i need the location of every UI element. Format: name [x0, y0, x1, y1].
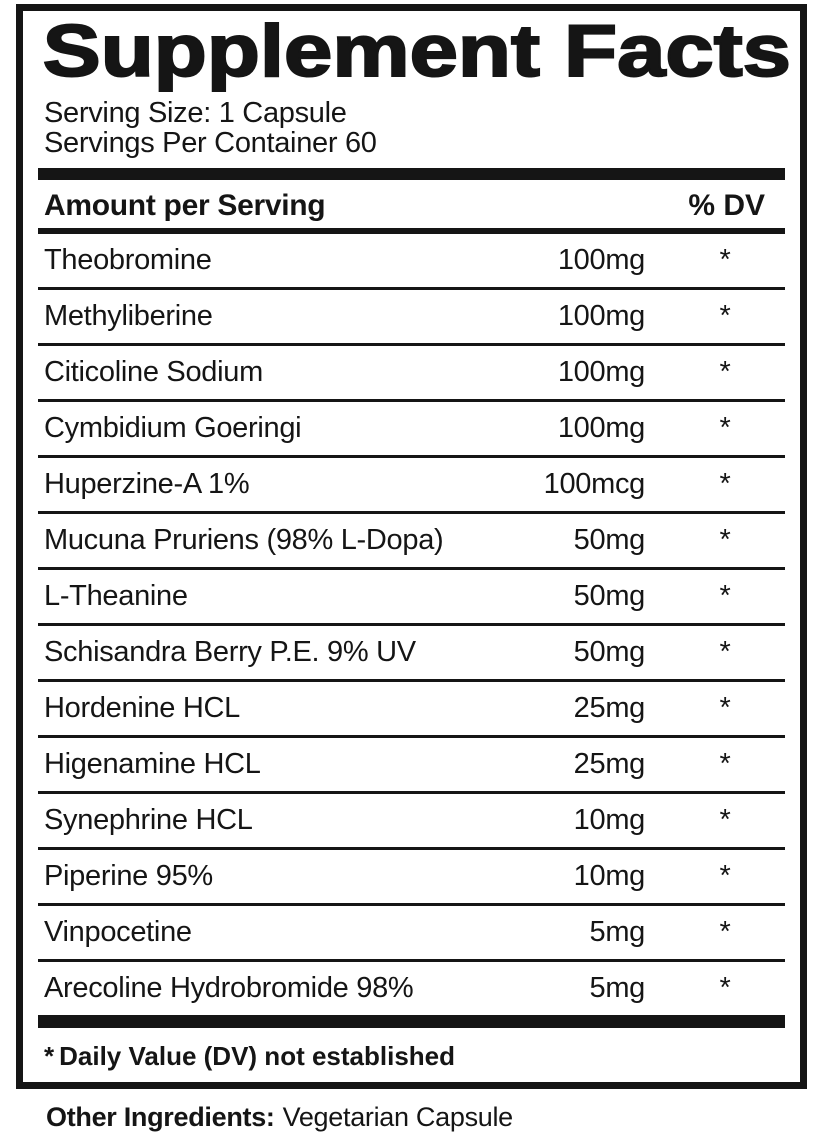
table-row: Higenamine HCL 25mg *: [38, 735, 785, 791]
ingredient-dv-asterisk: *: [719, 804, 731, 836]
table-row: Methyliberine 100mg *: [38, 287, 785, 343]
daily-value-footnote: * Daily Value (DV) not established: [38, 1028, 785, 1071]
table-row: Huperzine-A 1% 100mcg *: [38, 455, 785, 511]
table-row: Citicoline Sodium 100mg *: [38, 343, 785, 399]
ingredient-amount: 10mg: [573, 804, 646, 836]
amount-per-serving-header: Amount per Serving: [44, 189, 326, 222]
ingredient-name: Schisandra Berry P.E. 9% UV: [44, 636, 416, 668]
supplement-facts-panel: Supplement Facts Serving Size: 1 Capsule…: [16, 4, 807, 1089]
ingredient-dv-asterisk: *: [719, 916, 731, 948]
table-row: Theobromine 100mg *: [38, 234, 785, 287]
ingredient-amount: 25mg: [573, 748, 646, 780]
panel-title: Supplement Facts: [42, 11, 793, 92]
ingredient-amount: 100mg: [557, 244, 645, 276]
other-ingredients-label: Other Ingredients:: [46, 1102, 275, 1132]
table-row: Hordenine HCL 25mg *: [38, 679, 785, 735]
ingredient-amount: 5mg: [589, 916, 645, 948]
ingredient-dv-asterisk: *: [719, 972, 731, 1004]
ingredient-dv-asterisk: *: [719, 244, 731, 276]
ingredient-dv-asterisk: *: [719, 692, 731, 724]
table-row: Mucuna Pruriens (98% L-Dopa) 50mg *: [38, 511, 785, 567]
ingredient-dv-asterisk: *: [719, 412, 731, 444]
table-row: Piperine 95% 10mg *: [38, 847, 785, 903]
ingredient-amount: 50mg: [573, 636, 646, 668]
ingredient-dv-asterisk: *: [719, 636, 731, 668]
ingredient-name: L-Theanine: [44, 580, 188, 612]
ingredient-rows: Theobromine 100mg * Methyliberine 100mg …: [38, 234, 785, 1015]
ingredient-name: Higenamine HCL: [44, 748, 261, 780]
table-row: Cymbidium Goeringi 100mg *: [38, 399, 785, 455]
ingredient-name: Synephrine HCL: [44, 804, 253, 836]
ingredient-name: Cymbidium Goeringi: [44, 412, 302, 444]
ingredient-name: Theobromine: [44, 244, 212, 276]
ingredient-dv-asterisk: *: [719, 860, 731, 892]
ingredient-dv-asterisk: *: [719, 524, 731, 556]
other-ingredients-value: Vegetarian Capsule: [282, 1102, 514, 1132]
ingredient-name: Huperzine-A 1%: [44, 468, 250, 500]
servings-per-container-text: Servings Per Container 60: [44, 127, 377, 159]
ingredient-amount: 100mg: [557, 356, 645, 388]
ingredient-dv-asterisk: *: [719, 300, 731, 332]
ingredient-name: Citicoline Sodium: [44, 356, 263, 388]
ingredient-dv-asterisk: *: [719, 580, 731, 612]
table-header: Amount per Serving % DV: [38, 180, 785, 228]
footnote-asterisk: *: [44, 1041, 55, 1071]
ingredient-name: Arecoline Hydrobromide 98%: [44, 972, 414, 1004]
ingredient-amount: 100mg: [557, 412, 645, 444]
table-row: Synephrine HCL 10mg *: [38, 791, 785, 847]
ingredient-amount: 25mg: [573, 692, 646, 724]
ingredient-name: Methyliberine: [44, 300, 213, 332]
percent-dv-header: % DV: [688, 189, 765, 222]
ingredient-amount: 5mg: [589, 972, 645, 1004]
footnote-text: Daily Value (DV) not established: [59, 1041, 456, 1071]
ingredient-dv-asterisk: *: [719, 356, 731, 388]
ingredient-amount: 10mg: [573, 860, 646, 892]
divider-thick-bottom: [38, 1015, 785, 1028]
ingredient-amount: 50mg: [573, 524, 646, 556]
serving-size-text: Serving Size: 1 Capsule: [44, 97, 347, 129]
other-ingredients: Other Ingredients: Vegetarian Capsule: [46, 1101, 513, 1133]
ingredient-name: Vinpocetine: [44, 916, 192, 948]
divider-thick-top: [38, 168, 785, 180]
ingredient-name: Piperine 95%: [44, 860, 213, 892]
ingredient-dv-asterisk: *: [719, 748, 731, 780]
ingredient-amount: 100mcg: [543, 468, 646, 500]
table-row: Vinpocetine 5mg *: [38, 903, 785, 959]
divider-header-bottom: [38, 228, 785, 234]
ingredient-name: Hordenine HCL: [44, 692, 240, 724]
table-row: Schisandra Berry P.E. 9% UV 50mg *: [38, 623, 785, 679]
ingredient-dv-asterisk: *: [719, 468, 731, 500]
ingredient-amount: 50mg: [573, 580, 646, 612]
serving-info: Serving Size: 1 Capsule Servings Per Con…: [38, 98, 785, 158]
ingredient-name: Mucuna Pruriens (98% L-Dopa): [44, 524, 444, 556]
table-row: Arecoline Hydrobromide 98% 5mg *: [38, 959, 785, 1015]
table-row: L-Theanine 50mg *: [38, 567, 785, 623]
ingredient-amount: 100mg: [557, 300, 645, 332]
